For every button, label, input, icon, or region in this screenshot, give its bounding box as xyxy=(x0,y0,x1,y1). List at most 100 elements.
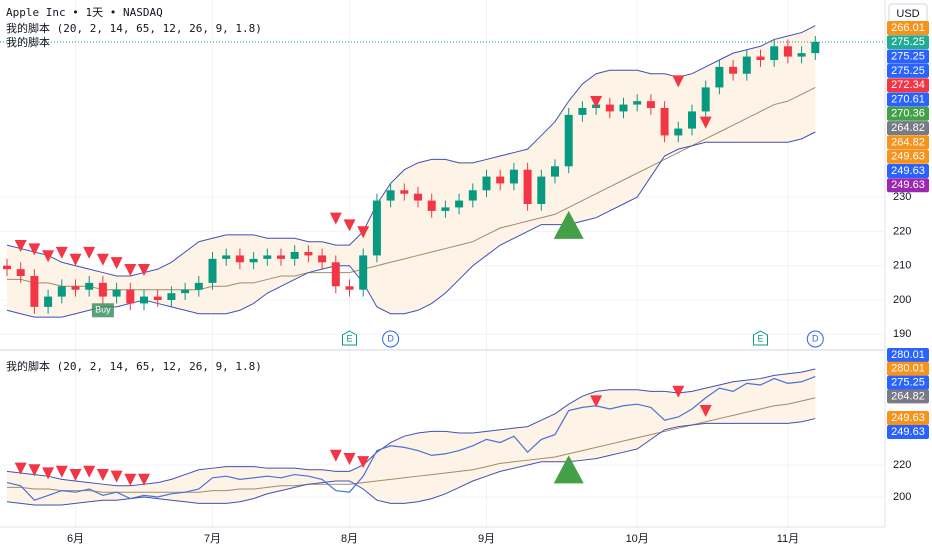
price-label-box xyxy=(887,92,929,107)
indicator-short: 我的脚本 xyxy=(6,35,50,49)
price-label-box xyxy=(887,21,929,35)
candle-body xyxy=(153,296,162,300)
candle-body xyxy=(16,269,25,276)
price-label-box xyxy=(887,135,929,150)
candle-body xyxy=(194,282,203,290)
event-label: E xyxy=(757,333,763,343)
candle-body xyxy=(44,296,53,307)
band-fill xyxy=(7,25,816,318)
sell-marker xyxy=(14,462,27,475)
price-label-box xyxy=(887,164,929,178)
y-tick-label: 230 xyxy=(893,191,911,203)
price-label-box xyxy=(887,78,929,93)
x-tick-label: 6月 xyxy=(67,533,84,545)
price-label: 249.63 xyxy=(891,165,925,177)
sell-marker xyxy=(110,257,123,270)
candle-body xyxy=(742,56,751,74)
sell-marker xyxy=(14,240,27,252)
candle-body xyxy=(537,176,546,204)
candle-body xyxy=(468,190,477,201)
candle-body xyxy=(318,255,327,263)
candle-body xyxy=(208,258,217,283)
sell-marker xyxy=(672,75,685,88)
candle-body xyxy=(688,111,696,129)
price-label-box xyxy=(887,149,929,164)
candle-body xyxy=(304,252,313,256)
tag-label: Buy xyxy=(95,305,111,315)
x-tick-label: 10月 xyxy=(626,533,649,545)
y-tick-label: 220 xyxy=(893,459,911,471)
price-label: 280.01 xyxy=(891,363,925,375)
candle-body xyxy=(359,255,368,290)
sell-marker xyxy=(55,246,68,259)
sell-marker xyxy=(42,467,55,480)
price-label-box xyxy=(887,348,929,362)
candle-body xyxy=(770,46,779,60)
candle-body xyxy=(167,293,176,300)
price-label: 270.61 xyxy=(891,93,925,105)
y-tick-label: 210 xyxy=(893,260,911,272)
candle-body xyxy=(715,66,724,88)
candle-body xyxy=(126,289,135,304)
candle-body xyxy=(235,255,244,263)
candle-body xyxy=(551,166,559,177)
sell-marker xyxy=(357,226,370,239)
sell-marker xyxy=(28,464,41,477)
candle-body xyxy=(509,169,518,184)
candle-body xyxy=(633,101,642,105)
candle-body xyxy=(646,101,655,108)
candle-body xyxy=(619,104,628,112)
event-label: D xyxy=(812,333,819,343)
price-label: 249.63 xyxy=(891,412,925,424)
sell-marker xyxy=(343,219,356,232)
event-label: D xyxy=(387,333,394,343)
currency[interactable]: USD xyxy=(896,8,919,20)
sell-marker xyxy=(124,264,137,276)
candle-body xyxy=(400,190,409,194)
sell-marker xyxy=(138,264,150,276)
price-label: 275.25 xyxy=(891,65,925,77)
y-tick-label: 200 xyxy=(893,294,911,306)
buy-marker xyxy=(553,455,584,484)
candle-body xyxy=(441,207,450,211)
price-label-box xyxy=(887,106,929,121)
sell-marker xyxy=(42,250,55,263)
x-tick-label: 8月 xyxy=(341,533,358,545)
lower-indicator-title: 我的脚本 (20, 2, 14, 65, 12, 26, 9, 1.8) xyxy=(6,359,262,373)
candle-body xyxy=(249,258,258,263)
price-label-box xyxy=(887,425,929,439)
sell-marker xyxy=(28,243,41,256)
candle-body xyxy=(482,176,491,191)
event-icon xyxy=(382,330,400,348)
price-label-box xyxy=(887,411,929,425)
price-label-box xyxy=(887,49,929,64)
candle-body xyxy=(331,262,340,287)
price-label: 266.01 xyxy=(891,22,925,34)
x-tick-label: 11月 xyxy=(777,533,799,545)
price-label: 264.82 xyxy=(891,122,925,134)
price-label: 264.82 xyxy=(891,136,925,148)
buy-marker xyxy=(553,210,584,239)
sell-marker xyxy=(329,212,342,225)
candle-body xyxy=(277,255,285,259)
candle-body xyxy=(756,56,765,60)
price-label: 249.63 xyxy=(891,151,925,163)
price-label-box xyxy=(887,389,929,404)
candle-body xyxy=(181,289,190,294)
sell-marker xyxy=(110,470,123,483)
indicator-title: 我的脚本 (20, 2, 14, 65, 12, 26, 9, 1.8) xyxy=(6,21,262,35)
candle-body xyxy=(578,108,587,115)
sell-marker xyxy=(590,96,603,108)
band-fill xyxy=(7,368,816,505)
candle-body xyxy=(701,87,710,112)
price-label: 249.63 xyxy=(891,179,925,191)
candle-body xyxy=(455,200,464,208)
candle-body xyxy=(414,193,422,201)
candle-body xyxy=(372,200,381,256)
price-label: 275.25 xyxy=(891,377,925,389)
candle-body xyxy=(85,282,94,290)
sell-marker xyxy=(672,385,685,398)
close-line xyxy=(6,376,816,501)
price-label-box xyxy=(887,375,929,390)
